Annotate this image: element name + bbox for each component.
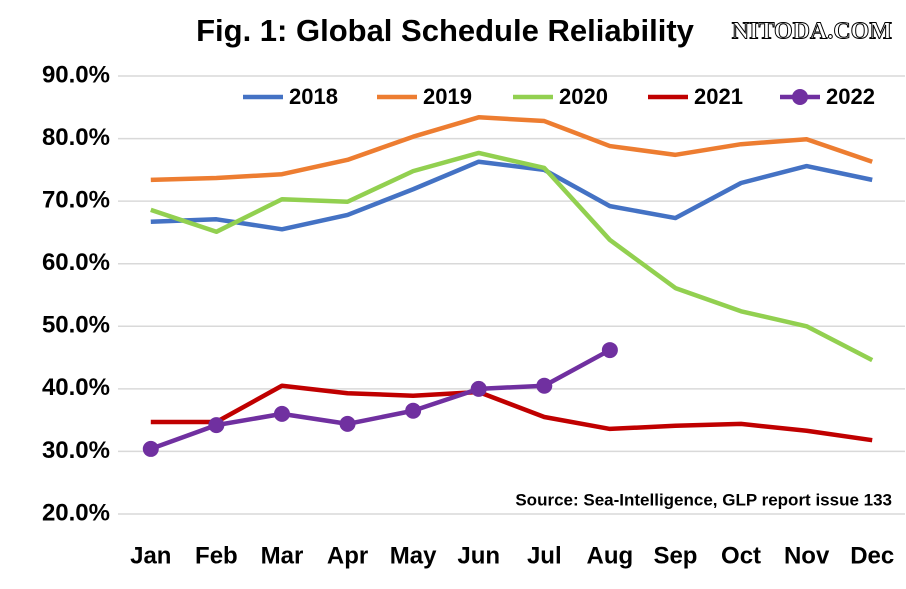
point-marker — [208, 417, 225, 434]
point-marker — [339, 415, 356, 432]
y-tick-label: 80.0% — [42, 124, 110, 151]
legend-label: 2021 — [694, 84, 743, 109]
point-marker — [601, 342, 618, 359]
series-line — [150, 150, 874, 363]
y-tick-label: 60.0% — [42, 249, 110, 276]
point-marker — [273, 405, 290, 422]
legend-label: 2022 — [826, 84, 875, 109]
x-tick-label: Dec — [850, 542, 894, 569]
x-tick-label: May — [390, 542, 437, 569]
point-marker — [470, 380, 487, 397]
x-tick-label: Apr — [327, 542, 368, 569]
series-line — [150, 383, 873, 443]
source-note: Source: Sea-Intelligence, GLP report iss… — [515, 490, 892, 509]
y-tick-label: 50.0% — [42, 312, 110, 339]
y-tick-label: 20.0% — [42, 499, 110, 526]
y-tick-label: 70.0% — [42, 186, 110, 213]
x-tick-label: Oct — [721, 542, 761, 569]
point-marker — [142, 440, 159, 457]
legend-label: 2018 — [289, 84, 338, 109]
x-tick-label: Mar — [261, 542, 304, 569]
x-tick-label: Nov — [784, 542, 830, 569]
y-tick-label: 40.0% — [42, 374, 110, 401]
x-tick-label: Aug — [587, 542, 634, 569]
legend-marker — [792, 89, 808, 105]
legend-label: 2019 — [423, 84, 472, 109]
x-tick-label: Jan — [130, 542, 171, 569]
chart-title: Fig. 1: Global Schedule Reliability — [196, 13, 695, 48]
point-marker — [405, 402, 422, 419]
y-tick-label: 90.0% — [42, 61, 110, 88]
series-line — [150, 115, 873, 183]
x-tick-label: Feb — [195, 542, 238, 569]
x-tick-label: Sep — [653, 542, 697, 569]
point-marker — [536, 377, 553, 394]
x-tick-label: Jul — [527, 542, 562, 569]
series-line — [150, 159, 873, 232]
x-tick-label: Jun — [457, 542, 500, 569]
watermark: NITODA.COM — [732, 19, 892, 45]
legend-label: 2020 — [559, 84, 608, 109]
series-line — [150, 348, 611, 452]
y-tick-label: 30.0% — [42, 437, 110, 464]
